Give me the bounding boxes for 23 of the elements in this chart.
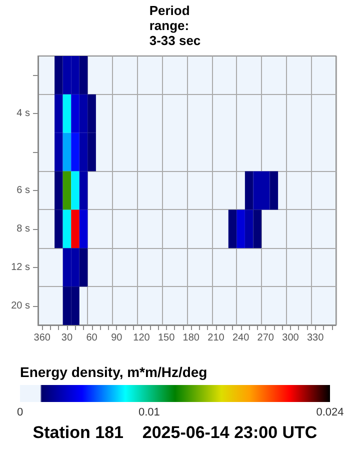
x-tick-label: 240 <box>232 332 250 344</box>
x-tick-label: 300 <box>282 332 300 344</box>
x-tick-label: 330 <box>306 332 324 344</box>
x-tick-label: 180 <box>182 332 200 344</box>
y-tick-label: 4 s <box>16 108 30 120</box>
color-bar-label: 0.01 <box>138 406 160 418</box>
text: Station 181 2025-06-14 23:00 UTC <box>32 423 318 442</box>
x-tick-label: 60 <box>86 332 98 344</box>
y-tick-label: 6 s <box>16 185 30 196</box>
color-bar-title: Energy density, m*m/Hz/deg <box>20 364 208 380</box>
color-bar-label: 0 <box>16 406 24 418</box>
color-bar-label: 0.024 <box>316 406 344 418</box>
x-tick-label: 120 <box>133 332 150 344</box>
x-tick-label: 150 <box>158 332 176 344</box>
y-tick-label: 12 s <box>11 262 30 273</box>
x-tick-label: 210 <box>208 332 225 344</box>
y-tick-label: 8 s <box>16 223 30 234</box>
y-tick-label: 20 s <box>11 300 30 312</box>
x-tick-label: 270 <box>257 332 274 344</box>
text: Period range: 3-33 sec <box>149 3 201 48</box>
x-tick-label: 90 <box>111 332 123 344</box>
x-tick-label: 360 <box>34 332 51 344</box>
x-tick-label: 30 <box>61 332 73 344</box>
